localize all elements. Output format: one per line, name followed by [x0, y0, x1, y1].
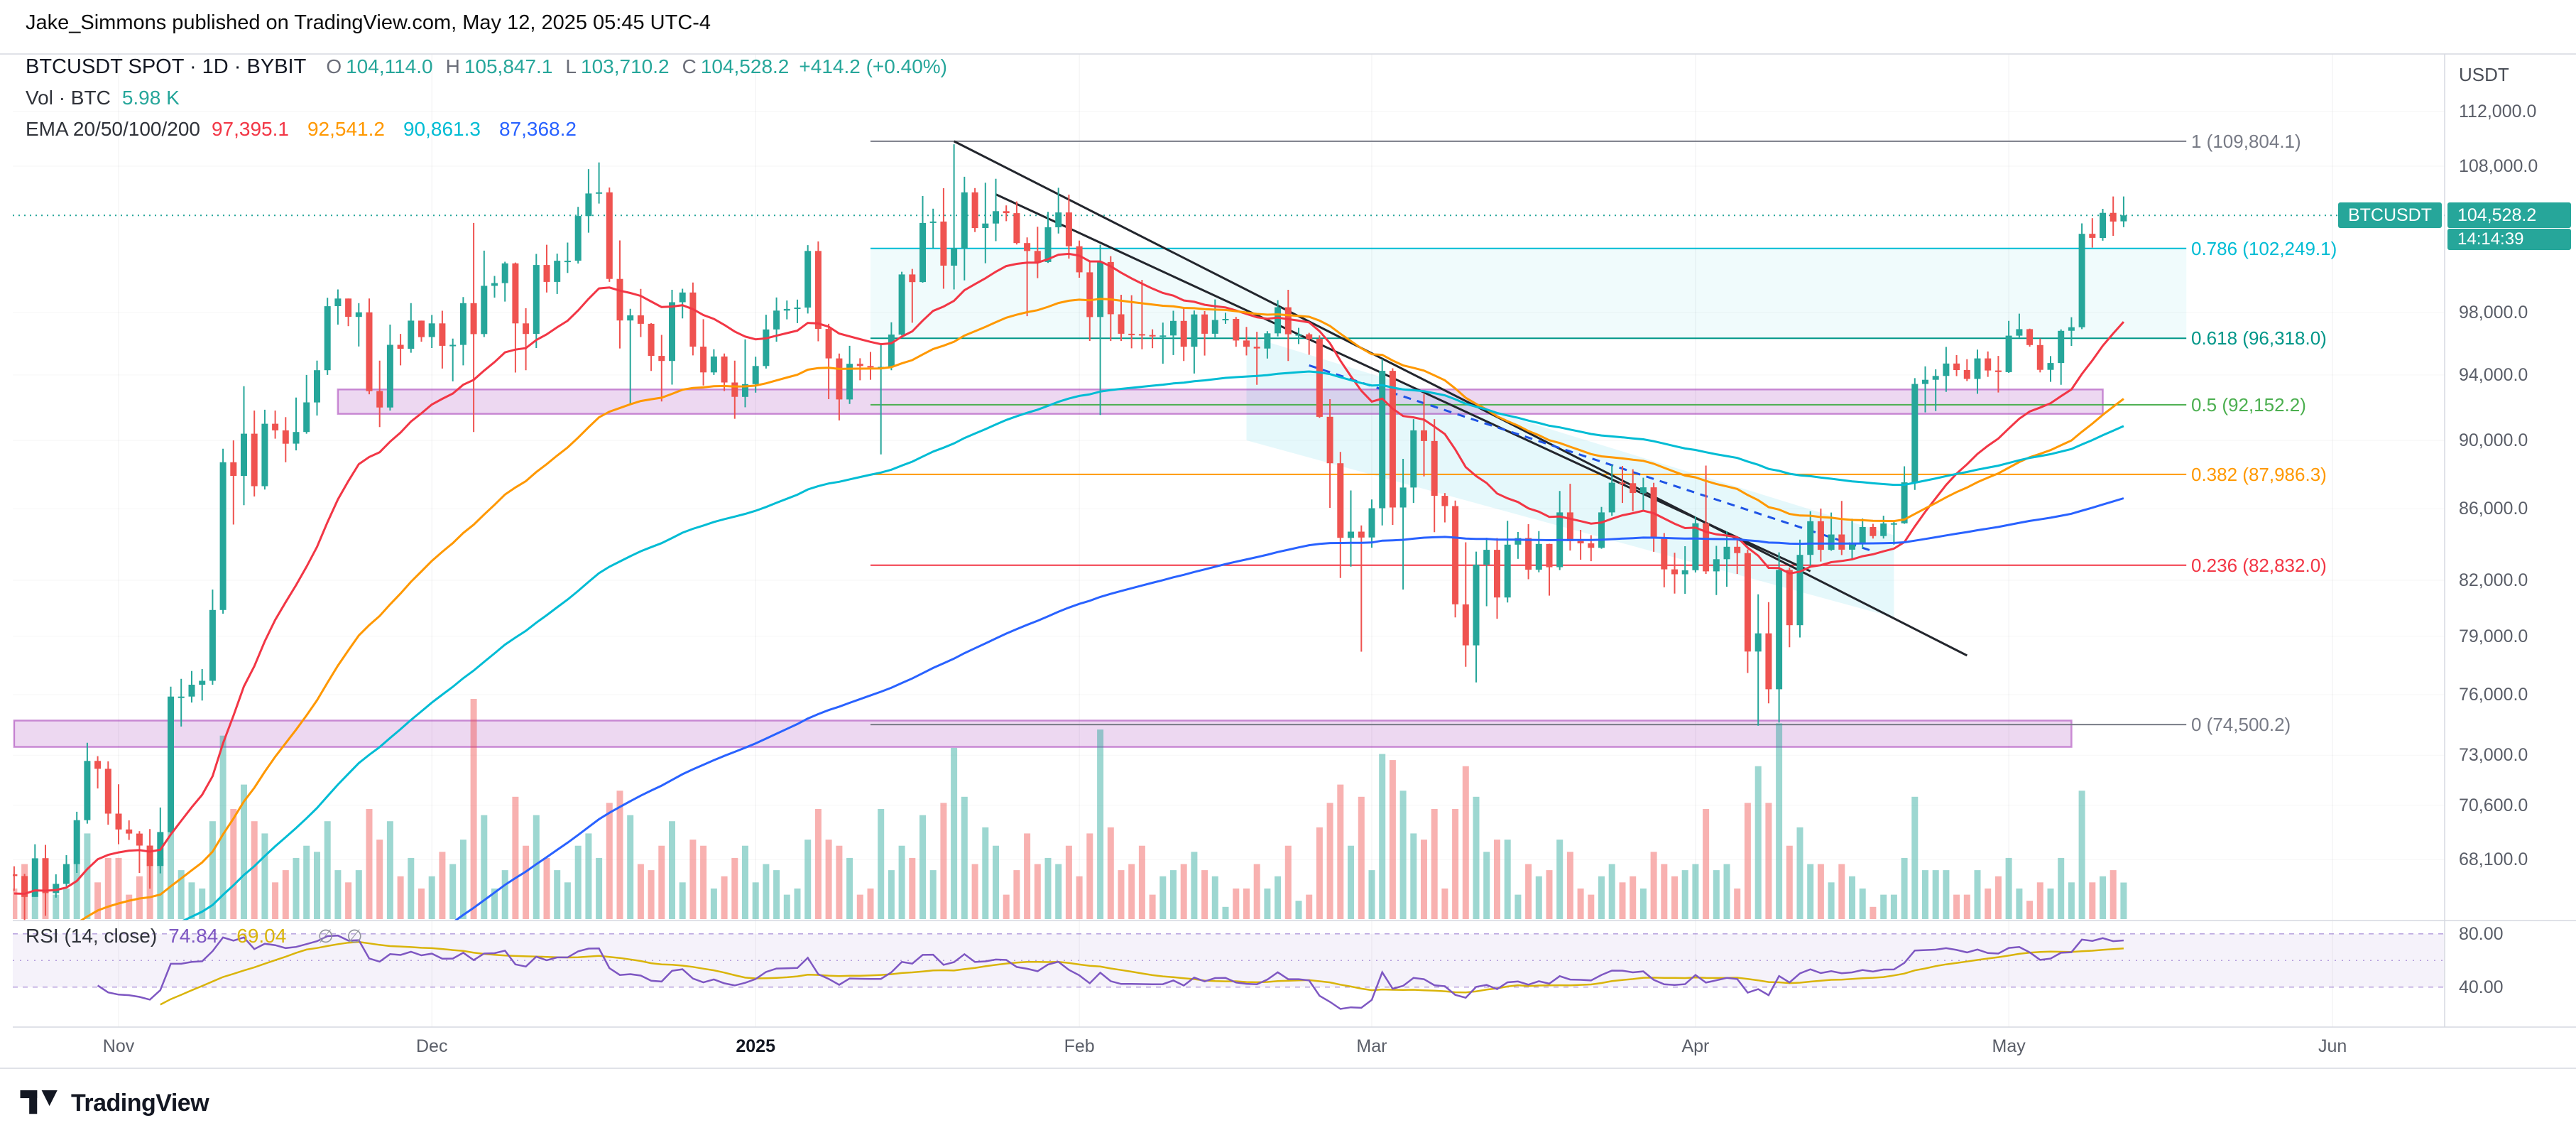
rsi-line — [97, 934, 2124, 1010]
ema-50-value: 92,541.2 — [307, 118, 385, 140]
tradingview-brand-text: TradingView — [71, 1090, 209, 1117]
time-axis-label: Nov — [102, 1036, 135, 1056]
price-axis-label: 98,000.0 — [2459, 302, 2528, 322]
time-axis-label: Mar — [1356, 1036, 1387, 1056]
time-axis-label: May — [1992, 1036, 2026, 1056]
price-axis-label: 82,000.0 — [2459, 570, 2528, 591]
price-axis-label: 94,000.0 — [2459, 364, 2528, 385]
ema-200-line — [453, 497, 2124, 921]
candles — [13, 144, 2127, 921]
price-axis-label: 80.00 — [2459, 923, 2504, 944]
symbol-price-flag: BTCUSDT — [2337, 202, 2442, 229]
price-axis-label: 70,600.0 — [2459, 795, 2528, 815]
ema-100-line — [181, 370, 2124, 921]
time-axis-label: Apr — [1681, 1036, 1710, 1056]
price-axis-label: 73,000.0 — [2459, 745, 2528, 766]
rsi-empty-icon[interactable]: ∅ — [317, 925, 334, 947]
supply-demand-zone — [337, 389, 2104, 415]
volume-label: Vol · BTC — [26, 87, 111, 109]
ema-100-value: 90,861.3 — [403, 118, 481, 140]
ema-20-line — [13, 252, 2125, 895]
ema-legend-row: EMA 20/50/100/200 97,395.1 92,541.2 90,8… — [26, 118, 595, 141]
fib-band-shading — [870, 248, 2187, 339]
price-axis[interactable]: USDT 112,000.0 108,000.0 98,000.0 94,000.0 9… — [2445, 54, 2576, 1027]
time-axis-label: 2025 — [736, 1036, 775, 1056]
ohlc-close-value: 104,528.2 — [700, 55, 790, 77]
publish-header: Jake_Simmons published on TradingView.co… — [26, 11, 711, 34]
footer-brand[interactable]: TradingView — [20, 1090, 209, 1117]
rsi-empty-icon[interactable]: ∅ — [346, 925, 363, 947]
symbol-legend-row: BTCUSDT SPOT · 1D · BYBIT O 104,114.0 H … — [26, 55, 947, 79]
ema-200-value: 87,368.2 — [498, 118, 577, 140]
ema-50-line — [79, 298, 2124, 921]
rsi-legend-row: RSI (14, close) 74.84 69.04 ∅ ∅ — [26, 925, 363, 948]
time-axis-label: Dec — [416, 1036, 448, 1056]
price-axis-currency[interactable]: USDT — [2459, 64, 2509, 85]
grid-lines — [13, 54, 2445, 1027]
price-axis-label: 90,000.0 — [2459, 430, 2528, 450]
ema-label: EMA 20/50/100/200 — [26, 118, 200, 140]
ohlc-open-value: 104,114.0 — [346, 55, 433, 77]
price-axis-label: 76,000.0 — [2459, 684, 2528, 705]
ohlc-close-label: C — [682, 55, 697, 77]
ohlc-high-value: 105,847.1 — [464, 55, 553, 77]
symbol-title[interactable]: BTCUSDT SPOT · 1D · BYBIT — [26, 55, 307, 78]
rsi-value: 74.84 — [168, 925, 219, 947]
wedge-shading — [1246, 335, 1894, 618]
price-pane — [13, 140, 2445, 921]
rsi-label: RSI (14, close) — [26, 925, 158, 947]
time-axis-label: Feb — [1064, 1036, 1095, 1056]
ema-20-value: 97,395.1 — [211, 118, 289, 140]
time-axis-label: Jun — [2318, 1036, 2347, 1056]
ohlc-low-label: L — [565, 55, 577, 77]
change-value: +414.2 (+0.40%) — [799, 55, 947, 77]
ohlc-open-label: O — [326, 55, 342, 77]
ohlc-low-value: 103,710.2 — [581, 55, 670, 77]
price-axis-label: 68,100.0 — [2459, 849, 2528, 870]
bar-countdown-label: 14:14:39 — [2447, 229, 2571, 251]
tradingview-logo-icon — [20, 1090, 58, 1114]
trend-line — [995, 193, 1811, 572]
time-axis[interactable]: Nov Dec 2025 Feb Mar Apr May Jun — [0, 1027, 2576, 1068]
price-axis-label: 40.00 — [2459, 977, 2504, 997]
volume-legend-row: Vol · BTC 5.98 K — [26, 87, 180, 109]
price-axis-label: 79,000.0 — [2459, 626, 2528, 646]
last-price-label: 104,528.2 — [2447, 202, 2571, 229]
rsi-ma-value: 69.04 — [236, 925, 287, 947]
price-axis-label: 86,000.0 — [2459, 499, 2528, 519]
price-axis-label: 108,000.0 — [2459, 156, 2538, 176]
volume-value: 5.98 K — [121, 87, 180, 109]
ohlc-high-label: H — [445, 55, 460, 77]
price-axis-label: 112,000.0 — [2459, 102, 2537, 121]
rsi-pane — [13, 933, 2445, 1010]
